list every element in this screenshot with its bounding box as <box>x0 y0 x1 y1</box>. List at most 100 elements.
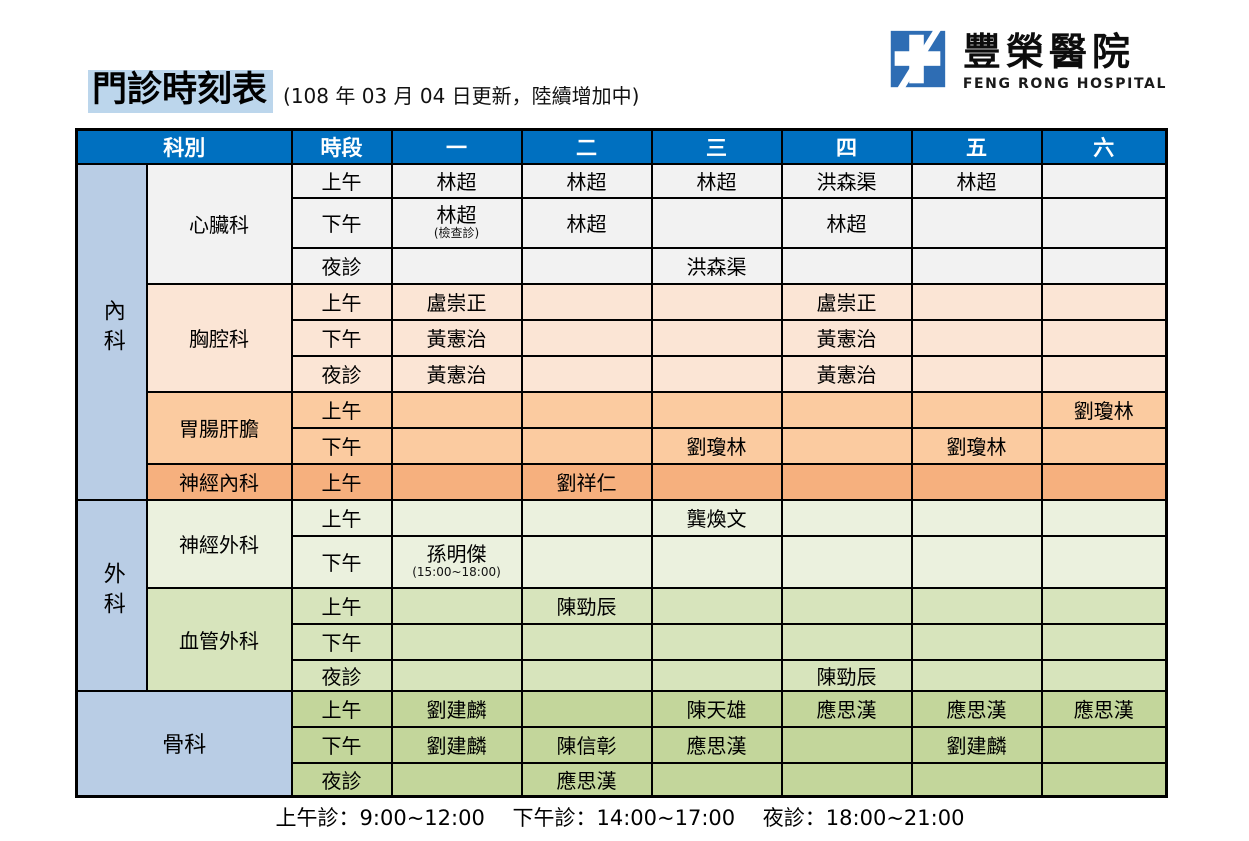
schedule-cell <box>1040 318 1168 357</box>
schedule-table: 科別 時段 一 二 三 四 五 六 內科 心臟科 上午 林超 林超 林超 洪森渠… <box>75 128 1168 798</box>
schedule-cell: 劉建麟 <box>390 689 523 728</box>
schedule-cell <box>650 761 783 798</box>
hospital-name-en: FENG RONG HOSPITAL <box>962 76 1167 92</box>
period-label: 夜診 <box>290 246 393 285</box>
schedule-cell: 林超 <box>390 162 523 199</box>
schedule-cell <box>910 534 1043 589</box>
period-label: 夜診 <box>290 354 393 393</box>
schedule-cell <box>1040 426 1168 465</box>
schedule-cell <box>650 354 783 393</box>
period-label: 下午 <box>290 196 393 249</box>
schedule-cell: 林超 <box>910 162 1043 199</box>
schedule-cell: 應思漢 <box>780 689 913 728</box>
period-label: 下午 <box>290 534 393 589</box>
schedule-cell <box>1040 622 1168 661</box>
schedule-cell: 林超 <box>520 162 653 199</box>
period-label: 夜診 <box>290 761 393 798</box>
schedule-cell: 林超 <box>780 196 913 249</box>
schedule-cell <box>780 426 913 465</box>
schedule-cell <box>780 586 913 625</box>
schedule-table-wrapper: 科別 時段 一 二 三 四 五 六 內科 心臟科 上午 林超 林超 林超 洪森渠… <box>75 128 1168 798</box>
schedule-cell <box>390 246 523 285</box>
schedule-cell: 應思漢 <box>520 761 653 798</box>
schedule-cell <box>390 462 523 501</box>
schedule-cell: 林超 <box>650 162 783 199</box>
cell-note: (檢查診) <box>433 226 480 241</box>
schedule-cell: 黃憲治 <box>780 354 913 393</box>
schedule-cell: 黃憲治 <box>780 318 913 357</box>
column-header-department: 科別 <box>75 128 293 165</box>
dept-orthopedics: 骨科 <box>75 689 293 798</box>
schedule-cell <box>910 586 1043 625</box>
schedule-cell: 陳天雄 <box>650 689 783 728</box>
schedule-cell <box>910 354 1043 393</box>
schedule-cell: 劉建麟 <box>910 725 1043 764</box>
schedule-cell <box>650 390 783 429</box>
schedule-cell: 林超 (檢查診) <box>390 196 523 249</box>
table-row: 夜診 黃憲治 黃憲治 <box>77 354 1168 393</box>
dept-cardiology: 心臟科 <box>145 162 293 285</box>
schedule-cell: 盧崇正 <box>780 282 913 321</box>
schedule-cell <box>910 246 1043 285</box>
schedule-cell <box>520 282 653 321</box>
schedule-cell <box>650 534 783 589</box>
schedule-cell: 劉祥仁 <box>520 462 653 501</box>
schedule-cell <box>520 498 653 537</box>
schedule-cell <box>910 390 1043 429</box>
schedule-cell <box>390 498 523 537</box>
schedule-cell <box>1040 761 1168 798</box>
schedule-cell <box>1040 658 1168 692</box>
schedule-cell <box>910 622 1043 661</box>
period-label: 下午 <box>290 318 393 357</box>
table-row: 下午 劉瓊林 劉瓊林 <box>77 426 1168 465</box>
column-header-day-sat: 六 <box>1040 128 1168 165</box>
column-header-day-tue: 二 <box>520 128 653 165</box>
schedule-cell <box>910 658 1043 692</box>
table-row: 夜診 應思漢 <box>77 761 1168 798</box>
schedule-cell <box>650 586 783 625</box>
schedule-cell <box>390 658 523 692</box>
period-label: 下午 <box>290 622 393 661</box>
period-label: 下午 <box>290 725 393 764</box>
schedule-cell <box>1040 196 1168 249</box>
hospital-logo: 豐榮醫院 FENG RONG HOSPITAL <box>883 24 1167 100</box>
schedule-cell: 洪森渠 <box>650 246 783 285</box>
period-label: 夜診 <box>290 658 393 692</box>
schedule-cell <box>650 318 783 357</box>
table-row: 胸腔科 上午 盧崇正 盧崇正 <box>77 282 1168 393</box>
schedule-cell <box>780 390 913 429</box>
schedule-cell <box>1040 534 1168 589</box>
dept-gastro: 胃腸肝膽 <box>145 390 293 465</box>
period-label: 上午 <box>290 282 393 321</box>
table-row: 夜診 洪森渠 <box>77 246 1168 285</box>
schedule-cell <box>910 761 1043 798</box>
schedule-cell <box>520 426 653 465</box>
schedule-cell <box>910 498 1043 537</box>
schedule-cell <box>650 622 783 661</box>
cell-note: (15:00~18:00) <box>412 565 501 580</box>
column-header-day-fri: 五 <box>910 128 1043 165</box>
schedule-cell <box>520 318 653 357</box>
schedule-cell: 盧崇正 <box>390 282 523 321</box>
dept-chest: 胸腔科 <box>145 282 293 393</box>
schedule-cell: 龔煥文 <box>650 498 783 537</box>
hospital-name-zh: 豐榮醫院 <box>962 30 1135 74</box>
schedule-cell <box>520 689 653 728</box>
schedule-cell: 應思漢 <box>1040 689 1168 728</box>
schedule-cell <box>910 462 1043 501</box>
period-label: 上午 <box>290 498 393 537</box>
schedule-cell <box>520 534 653 589</box>
period-label: 下午 <box>290 426 393 465</box>
schedule-cell <box>650 462 783 501</box>
schedule-cell <box>650 196 783 249</box>
table-row: 胃腸肝膽 上午 劉瓊林 <box>77 390 1168 465</box>
table-row: 下午 劉建麟 陳信彰 應思漢 劉建麟 <box>77 725 1168 764</box>
schedule-cell: 陳信彰 <box>520 725 653 764</box>
schedule-cell <box>780 622 913 661</box>
schedule-cell <box>1040 246 1168 285</box>
table-row: 神經內科 上午 劉祥仁 <box>77 462 1168 501</box>
schedule-cell: 黃憲治 <box>390 354 523 393</box>
schedule-cell: 劉建麟 <box>390 725 523 764</box>
page-subtitle: (108 年 03 月 04 日更新，陸續增加中) <box>283 83 640 108</box>
period-label: 上午 <box>290 689 393 728</box>
